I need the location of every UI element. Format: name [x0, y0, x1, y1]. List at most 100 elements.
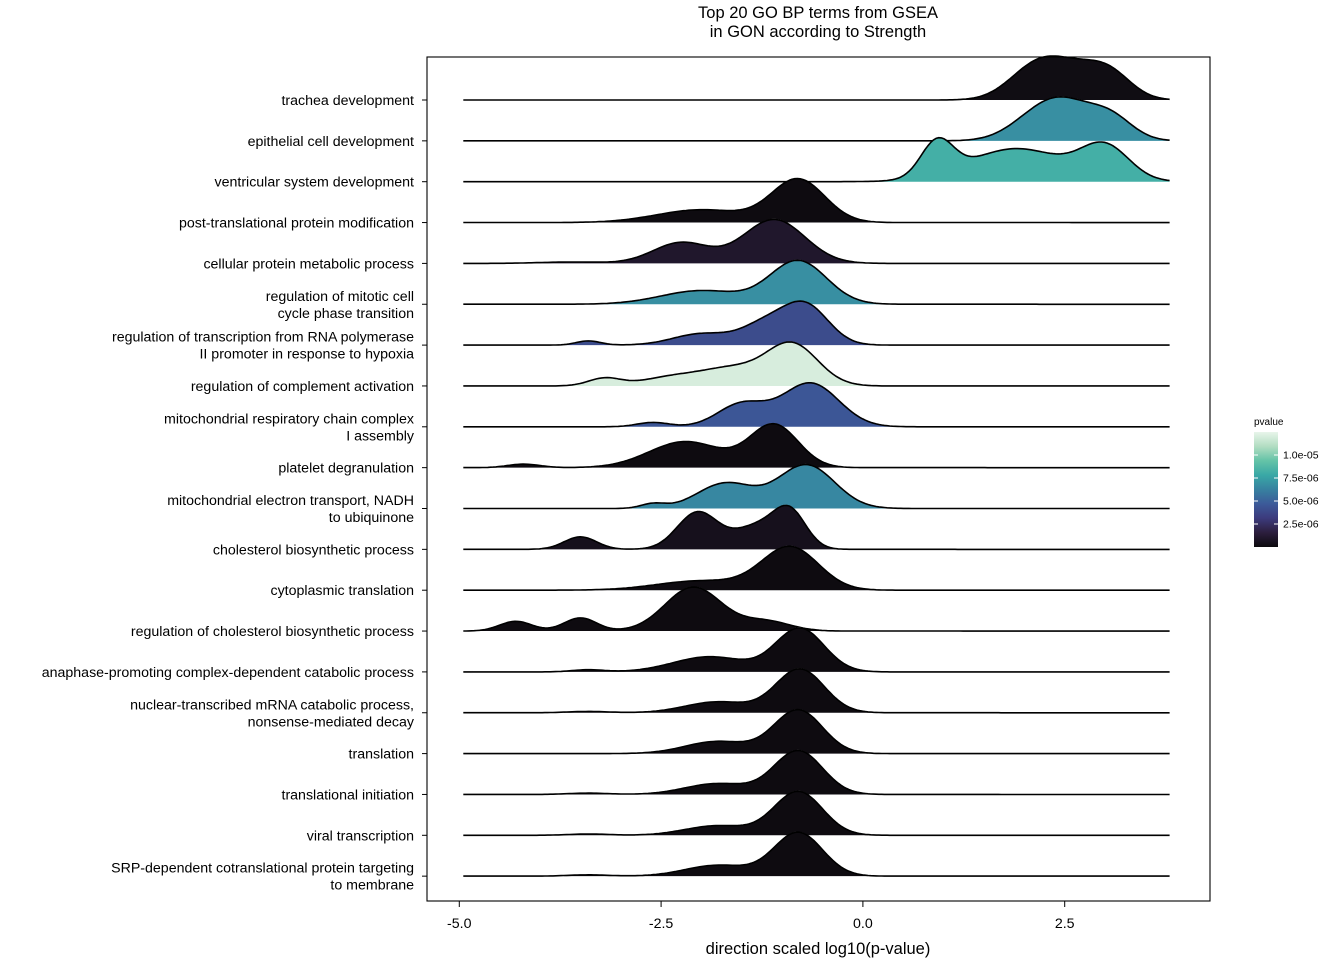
y-tick-label-line: epithelial cell development: [248, 134, 414, 150]
y-tick-label-line: platelet degranulation: [278, 461, 414, 477]
y-tick-label: cytoplasmic translation: [270, 583, 414, 599]
y-tick-label-line: I assembly: [346, 428, 415, 444]
ridge-outline: [463, 545, 1170, 591]
ridge-fill: [637, 709, 869, 754]
ridge-10: [463, 422, 1170, 469]
ridge-8: [463, 341, 1170, 387]
y-tick-label: anaphase-promoting complex-dependent cat…: [42, 665, 414, 681]
ridge-fill: [960, 56, 1170, 100]
ridge-16: [463, 668, 1170, 714]
y-tick-label: platelet degranulation: [278, 461, 414, 477]
ridge-outline: [463, 463, 1170, 510]
legend-break-label: 5.0e-06: [1283, 496, 1319, 508]
y-tick-label: regulation of mitotic cell cycle phase tr…: [266, 289, 414, 322]
ridge-outline: [463, 504, 1170, 551]
ridge-17: [463, 708, 1170, 755]
y-tick-label-line: ventricular system development: [215, 175, 415, 191]
y-tick-label-line: anaphase-promoting complex-dependent cat…: [42, 665, 414, 681]
y-tick-label: SRP-dependent cotranslational protein ta…: [111, 861, 414, 894]
ridge-11: [463, 463, 1170, 510]
ridge-12: [463, 504, 1170, 551]
ridge-outline: [463, 341, 1170, 387]
x-axis: -5.0 -2.5 0.0 2.5: [447, 901, 1075, 932]
y-tick-label-line: nuclear-transcribed mRNA catabolic proce…: [130, 697, 414, 713]
ridge-fill: [493, 423, 844, 468]
chart-title-line-1: Top 20 GO BP terms from GSEA: [698, 4, 938, 22]
x-tick-label: 2.5: [1055, 916, 1075, 932]
ridge-fill: [563, 750, 869, 795]
y-tick-label: translational initiation: [282, 788, 415, 804]
x-tick-label: 0.0: [853, 916, 873, 932]
ridge-outline: [463, 300, 1170, 346]
ridge-14: [463, 586, 1170, 632]
ridge-fill: [876, 137, 1170, 182]
ridge-fill: [963, 96, 1170, 141]
y-tick-label-line: translational initiation: [282, 788, 415, 804]
ridge-outline: [463, 96, 1170, 142]
y-tick-label-line: II promoter in response to hypoxia: [199, 347, 414, 363]
y-tick-label: ventricular system development: [215, 175, 415, 191]
ridge-outline: [463, 586, 1170, 632]
x-tick-label: -2.5: [649, 916, 674, 932]
ridge-19: [463, 790, 1170, 837]
ridge-fill: [563, 301, 871, 346]
ridge-fill: [569, 341, 869, 386]
y-tick-label-line: cellular protein metabolic process: [203, 256, 414, 272]
y-tick-label-line: regulation of complement activation: [191, 379, 414, 395]
ridge-outline: [463, 218, 1170, 265]
ridge-4: [463, 177, 1170, 224]
ridge-3: [463, 136, 1170, 183]
ridge-outline: [463, 259, 1170, 306]
ridge-18: [463, 749, 1170, 796]
ridge-fill: [596, 546, 874, 591]
y-tick-label: epithelial cell development: [248, 134, 414, 150]
ridge-outline: [463, 55, 1170, 101]
y-tick-label-line: translation: [349, 747, 414, 763]
y-tick-label-line: to ubiquinone: [329, 510, 414, 526]
ridge-outline: [463, 790, 1170, 837]
ridge-20: [463, 831, 1170, 877]
legend-break-label: 2.5e-06: [1283, 519, 1319, 531]
y-tick-label: mitochondrial electron transport, NADH to…: [167, 493, 414, 526]
y-tick-label: regulation of complement activation: [191, 379, 414, 395]
ridge-outline: [463, 668, 1170, 714]
y-tick-label-line: cholesterol biosynthetic process: [213, 542, 414, 558]
ridge-outline: [463, 177, 1170, 224]
ridge-fill: [476, 587, 822, 632]
ridge-fill: [563, 832, 869, 877]
ridge-6: [463, 259, 1170, 306]
ridge-outline: [463, 708, 1170, 755]
y-tick-label: trachea development: [281, 93, 414, 109]
ridge-outline: [463, 749, 1170, 796]
y-tick-label-line: mitochondrial respiratory chain complex: [164, 411, 414, 427]
y-tick-label-line: regulation of transcription from RNA pol…: [112, 330, 414, 346]
y-tick-label: regulation of transcription from RNA pol…: [112, 330, 414, 363]
ridge-outline: [463, 422, 1170, 469]
ridge-outline: [463, 627, 1170, 673]
ridge-fill: [528, 219, 863, 264]
y-tick-label: cellular protein metabolic process: [203, 256, 414, 272]
y-tick-label: viral transcription: [307, 828, 414, 844]
y-tick-label-line: viral transcription: [307, 828, 414, 844]
y-tick-label-line: cycle phase transition: [278, 306, 414, 322]
ridge-9: [463, 382, 1170, 428]
ridge-fill: [563, 668, 871, 713]
ridge-fill: [563, 791, 869, 836]
ridge-2: [463, 96, 1170, 142]
legend-colorbar: [1254, 432, 1278, 547]
y-tick-label-line: nonsense-mediated decay: [248, 714, 415, 730]
y-tick-label-line: to membrane: [330, 878, 414, 894]
y-tick-label-line: trachea development: [281, 93, 414, 109]
ridge-outline: [463, 382, 1170, 428]
ridges-group: [463, 55, 1170, 877]
y-tick-label: post-translational protein modification: [179, 216, 414, 232]
legend-title: pvalue: [1254, 417, 1284, 428]
legend-break-label: 7.5e-06: [1283, 473, 1319, 485]
y-tick-label: regulation of cholesterol biosynthetic p…: [131, 624, 414, 640]
ridge-7: [463, 300, 1170, 346]
ridge-15: [463, 627, 1170, 673]
y-tick-label-line: regulation of cholesterol biosynthetic p…: [131, 624, 414, 640]
y-tick-label: translation: [349, 747, 414, 763]
